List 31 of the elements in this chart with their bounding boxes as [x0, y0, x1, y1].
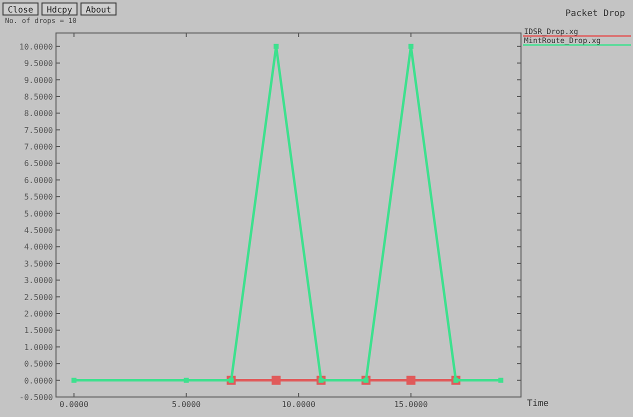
button: Close	[2, 2, 38, 16]
y-tick-label: 5.5000	[24, 192, 54, 202]
y-tick-label: 1.0000	[24, 342, 54, 352]
y-tick-label: 4.5000	[24, 226, 54, 236]
y-tick-label: 9.5000	[24, 59, 54, 68]
y-tick-label: 2.5000	[24, 292, 54, 302]
y-tick-label: 3.5000	[24, 259, 54, 268]
y-tick-label: 3.0000	[24, 276, 54, 286]
y-tick-label: 1.5000	[24, 326, 54, 336]
y-tick-label: 7.5000	[24, 126, 54, 135]
x-tick-label: 5.0000	[172, 400, 201, 409]
button: About	[80, 2, 116, 16]
y-tick-label: 2.0000	[24, 310, 54, 319]
y-tick-label: 6.5000	[24, 159, 54, 168]
y-tick-label: 5.0000	[24, 209, 54, 218]
y-tick-label: 0.0000	[24, 376, 54, 386]
x-axis-title: Time	[527, 399, 549, 409]
y-tick-label: 10.0000	[19, 42, 54, 52]
text: Packet Drop	[565, 9, 625, 19]
y-tick-label: 8.0000	[24, 109, 54, 118]
x-tick-label: 15.0000	[394, 400, 428, 409]
x-tick-label: 10.0000	[282, 400, 316, 409]
y-tick-label: 4.0000	[24, 242, 54, 252]
y-tick-label: 6.0000	[24, 176, 54, 185]
x-tick-label: 0.0000	[60, 400, 89, 409]
y-tick-label: 7.0000	[24, 142, 54, 152]
y-tick-label: 8.5000	[24, 92, 54, 102]
y-tick-label: -0.5000	[19, 393, 54, 402]
y-tick-label: 9.0000	[24, 76, 54, 85]
button: Hdcpy	[42, 2, 78, 16]
y-tick-label: 0.5000	[24, 360, 54, 369]
